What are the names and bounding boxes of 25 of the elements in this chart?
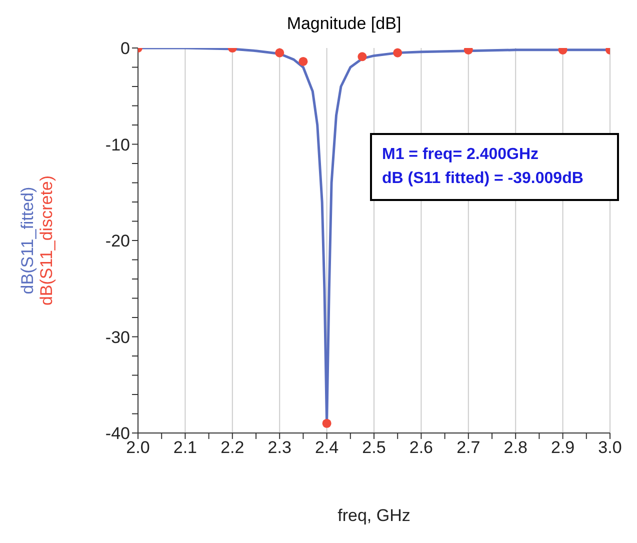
text: dB(S11_fitted): [18, 186, 37, 294]
x-tick-label: 2.4: [314, 438, 339, 458]
point: [322, 418, 332, 428]
x-tick-label: 2.8: [504, 438, 528, 458]
point: [358, 52, 367, 62]
y-tick-label: -10: [105, 135, 130, 154]
y-tick-label: -30: [105, 328, 130, 347]
y-tick-label: -20: [105, 232, 130, 251]
point: [393, 48, 402, 58]
x-tick-label: 2.5: [362, 438, 386, 458]
chart-title: Magnitude [dB]: [286, 14, 402, 34]
point: [275, 48, 284, 58]
x-tick-label: 2.3: [268, 438, 292, 458]
x-tick-label: 2.2: [220, 438, 244, 458]
x-tick-label: 2.1: [173, 438, 198, 458]
x-tick-label: 2.7: [456, 438, 480, 458]
text-box: M1 = freq= 2.400GHz dB (S11 fitted) = -39.009dB: [370, 133, 619, 201]
y-tick-label: 0: [120, 39, 130, 58]
text: dB(S11_discrete): [37, 175, 56, 306]
x-tick-label: 2.9: [550, 438, 575, 458]
point: [298, 56, 308, 66]
x-tick-label: 2.6: [409, 438, 434, 458]
x-tick-label: 2.0: [126, 438, 150, 458]
x-axis-title: freq, GHz: [338, 506, 410, 525]
x-tick-label: 3.0: [598, 438, 622, 458]
